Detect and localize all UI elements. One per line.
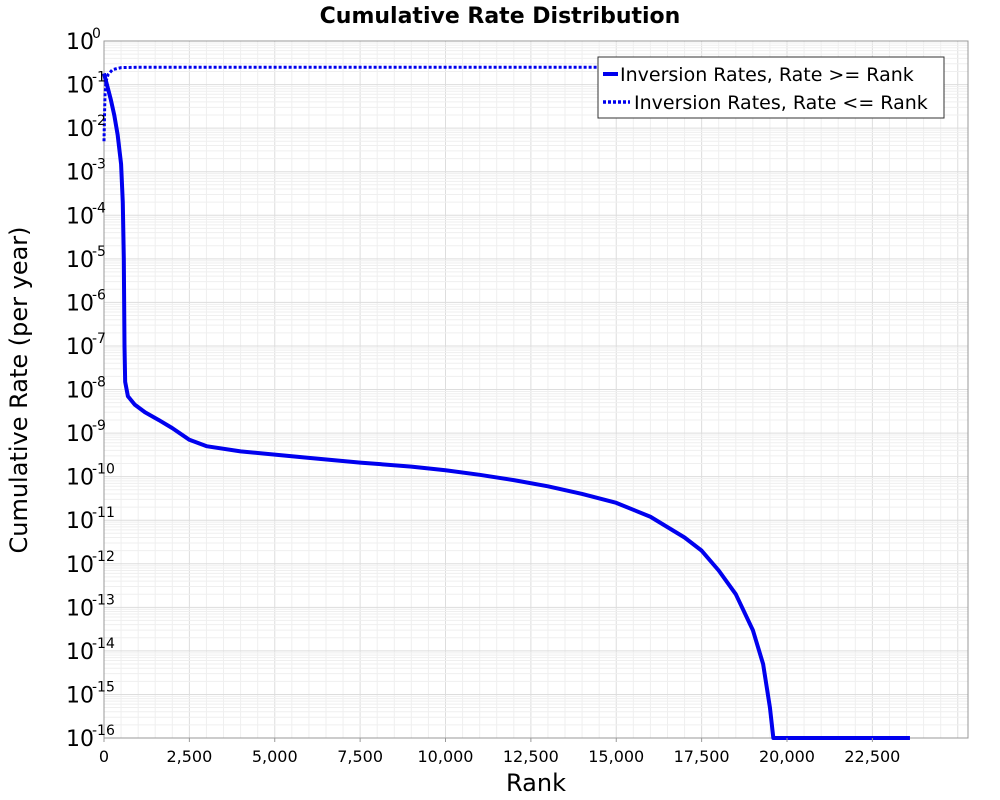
y-tick-exponent: -8 — [92, 375, 106, 391]
legend-label-rate-le-rank: Inversion Rates, Rate <= Rank — [634, 92, 928, 114]
grid — [103, 40, 968, 739]
y-tick-label: 10-8 — [66, 375, 106, 404]
y-tick-exponent: -4 — [92, 200, 106, 216]
legend-label-rate-ge-rank: Inversion Rates, Rate >= Rank — [620, 64, 914, 86]
y-tick-label: 10-15 — [66, 679, 115, 708]
x-tick-label: 7,500 — [337, 747, 383, 766]
y-axis-ticks: 10010-110-210-310-410-510-610-710-810-91… — [66, 26, 115, 752]
y-tick-exponent: -1 — [92, 70, 106, 86]
y-tick-label: 10-11 — [66, 505, 115, 534]
x-tick-label: 10,000 — [418, 747, 474, 766]
chart-title: Cumulative Rate Distribution — [320, 4, 681, 29]
x-tick-label: 5,000 — [252, 747, 298, 766]
y-tick-exponent: -5 — [92, 244, 106, 260]
y-tick-label: 10-10 — [66, 462, 115, 491]
x-tick-label: 0 — [99, 747, 109, 766]
y-tick-label: 10-5 — [66, 244, 106, 273]
y-tick-base: 10 — [66, 74, 94, 99]
y-tick-label: 10-9 — [66, 418, 106, 447]
y-tick-exponent: -13 — [92, 592, 115, 608]
x-tick-label: 20,000 — [759, 747, 815, 766]
y-axis-title: Cumulative Rate (per year) — [5, 226, 33, 553]
y-tick-exponent: 0 — [92, 26, 101, 42]
y-tick-exponent: -6 — [92, 287, 106, 303]
y-tick-exponent: -14 — [92, 636, 115, 652]
y-tick-label: 10-1 — [66, 70, 106, 99]
y-tick-base: 10 — [66, 553, 94, 578]
y-tick-base: 10 — [66, 466, 94, 491]
y-tick-base: 10 — [66, 30, 94, 55]
y-tick-base: 10 — [66, 727, 94, 752]
legend: Inversion Rates, Rate >= Rank Inversion … — [597, 56, 945, 119]
series-layer — [102, 65, 910, 740]
x-axis-ticks: 0 2,500 5,000 7,500 10,000 12,500 15,000 17,500… — [99, 738, 900, 766]
y-tick-base: 10 — [66, 683, 94, 708]
y-tick-exponent: -3 — [92, 157, 106, 173]
y-tick-label: 10-13 — [66, 592, 115, 621]
x-tick-label: 12,500 — [503, 747, 559, 766]
y-tick-exponent: -15 — [92, 679, 115, 695]
series-line-rate-ge-rank — [102, 72, 910, 740]
x-tick-label: 2,500 — [166, 747, 212, 766]
y-tick-base: 10 — [66, 335, 94, 360]
y-tick-label: 10-7 — [66, 331, 106, 360]
series-line-rate-le-rank — [102, 65, 910, 142]
y-tick-label: 10-14 — [66, 636, 115, 665]
y-tick-exponent: -9 — [92, 418, 106, 434]
x-tick-label: 17,500 — [674, 747, 730, 766]
y-tick-base: 10 — [66, 640, 94, 665]
y-tick-exponent: -10 — [92, 462, 115, 478]
y-tick-exponent: -11 — [92, 505, 115, 521]
y-tick-base: 10 — [66, 204, 94, 229]
x-tick-label: 15,000 — [588, 747, 644, 766]
x-tick-label: 22,500 — [844, 747, 900, 766]
y-tick-label: 10-12 — [66, 549, 115, 578]
y-tick-base: 10 — [66, 509, 94, 534]
y-tick-label: 10-16 — [66, 723, 115, 752]
legend-box — [597, 56, 945, 119]
x-axis-title: Rank — [506, 769, 566, 797]
y-tick-label: 10-2 — [66, 113, 106, 142]
y-tick-exponent: -16 — [92, 723, 115, 739]
y-tick-exponent: -12 — [92, 549, 115, 565]
y-tick-base: 10 — [66, 596, 94, 621]
y-tick-label: 100 — [66, 26, 101, 55]
y-tick-base: 10 — [66, 161, 94, 186]
y-tick-exponent: -7 — [92, 331, 106, 347]
y-tick-label: 10-6 — [66, 287, 106, 316]
y-tick-base: 10 — [66, 422, 94, 447]
plot-area-border — [103, 40, 969, 739]
y-tick-base: 10 — [66, 248, 94, 273]
y-tick-label: 10-3 — [66, 157, 106, 186]
y-tick-base: 10 — [66, 117, 94, 142]
y-tick-exponent: -2 — [92, 113, 106, 129]
y-tick-label: 10-4 — [66, 200, 106, 229]
y-tick-base: 10 — [66, 291, 94, 316]
y-tick-base: 10 — [66, 379, 94, 404]
